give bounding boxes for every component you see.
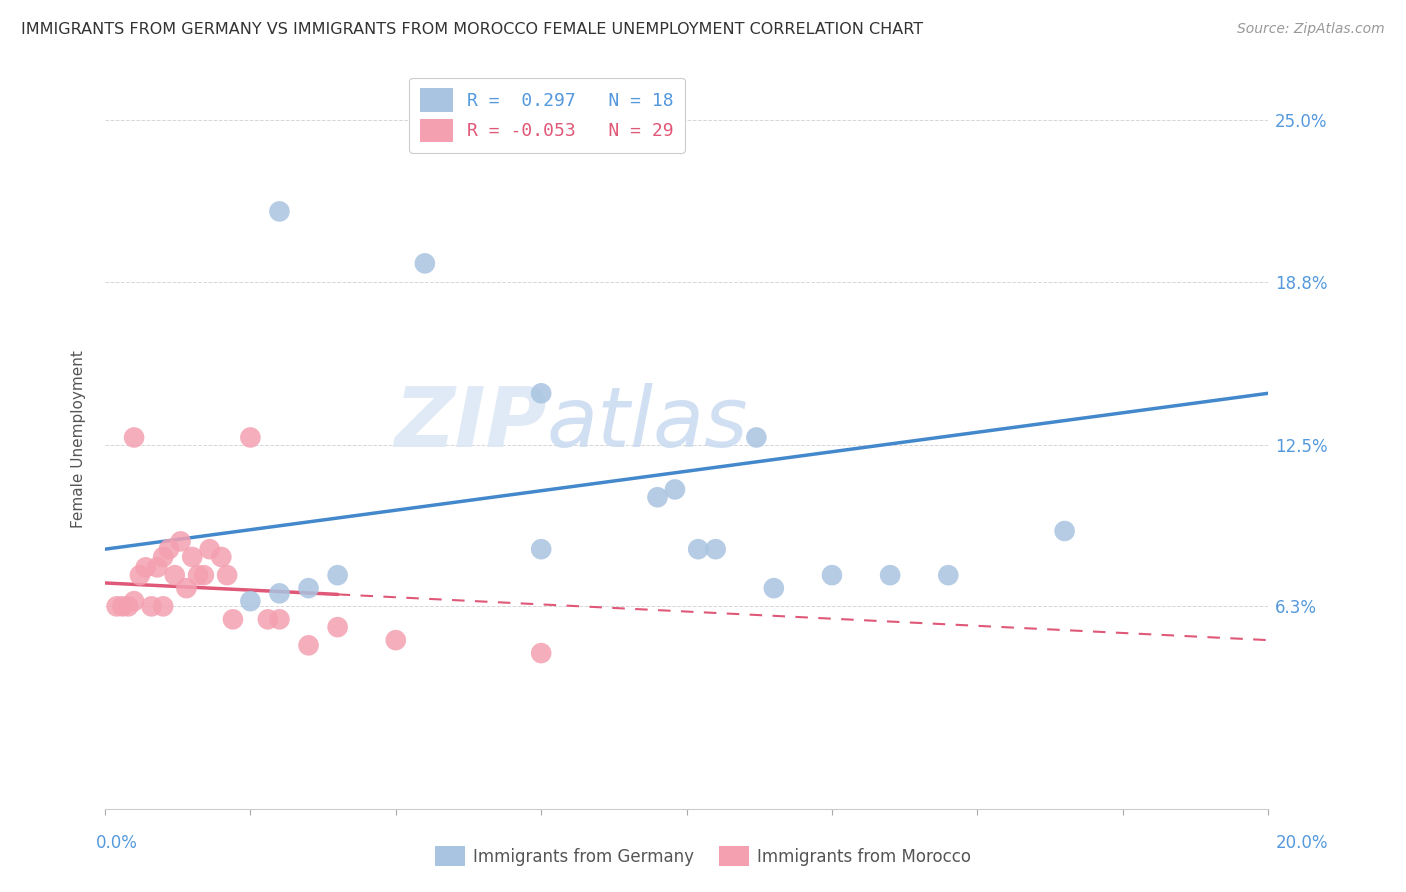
Point: [152, 599, 174, 614]
Point: [217, 568, 239, 582]
Point: [256, 612, 278, 626]
Point: [163, 568, 186, 582]
Point: [187, 568, 209, 582]
Point: [745, 430, 768, 444]
Point: [209, 549, 232, 564]
Point: [169, 534, 191, 549]
Point: [157, 542, 180, 557]
Point: [117, 599, 139, 614]
Point: [176, 581, 198, 595]
Point: [664, 483, 686, 497]
Point: [141, 599, 163, 614]
Text: IMMIGRANTS FROM GERMANY VS IMMIGRANTS FROM MOROCCO FEMALE UNEMPLOYMENT CORRELATI: IMMIGRANTS FROM GERMANY VS IMMIGRANTS FR…: [21, 22, 924, 37]
Point: [762, 581, 785, 595]
Legend: Immigrants from Germany, Immigrants from Morocco: Immigrants from Germany, Immigrants from…: [427, 839, 979, 873]
Point: [530, 542, 553, 557]
Point: [198, 542, 221, 557]
Point: [269, 204, 291, 219]
Text: 20.0%: 20.0%: [1277, 834, 1329, 852]
Point: [181, 549, 204, 564]
Point: [647, 490, 669, 504]
Point: [122, 430, 145, 444]
Point: [297, 638, 319, 652]
Text: Source: ZipAtlas.com: Source: ZipAtlas.com: [1237, 22, 1385, 37]
Point: [326, 568, 349, 582]
Y-axis label: Female Unemployment: Female Unemployment: [72, 350, 86, 528]
Point: [384, 633, 406, 648]
Legend: R =  0.297   N = 18, R = -0.053   N = 29: R = 0.297 N = 18, R = -0.053 N = 29: [409, 78, 685, 153]
Point: [152, 549, 174, 564]
Point: [135, 560, 157, 574]
Point: [1053, 524, 1076, 538]
Point: [936, 568, 959, 582]
Point: [269, 586, 291, 600]
Point: [269, 612, 291, 626]
Point: [105, 599, 128, 614]
Point: [821, 568, 844, 582]
Point: [326, 620, 349, 634]
Point: [530, 386, 553, 401]
Point: [688, 542, 710, 557]
Point: [222, 612, 245, 626]
Point: [128, 568, 150, 582]
Point: [413, 256, 436, 270]
Point: [530, 646, 553, 660]
Point: [239, 430, 262, 444]
Point: [239, 594, 262, 608]
Point: [146, 560, 169, 574]
Point: [879, 568, 901, 582]
Point: [193, 568, 215, 582]
Text: atlas: atlas: [547, 384, 748, 465]
Text: 0.0%: 0.0%: [96, 834, 138, 852]
Text: ZIP: ZIP: [394, 384, 547, 465]
Point: [297, 581, 319, 595]
Point: [704, 542, 727, 557]
Point: [122, 594, 145, 608]
Point: [111, 599, 134, 614]
